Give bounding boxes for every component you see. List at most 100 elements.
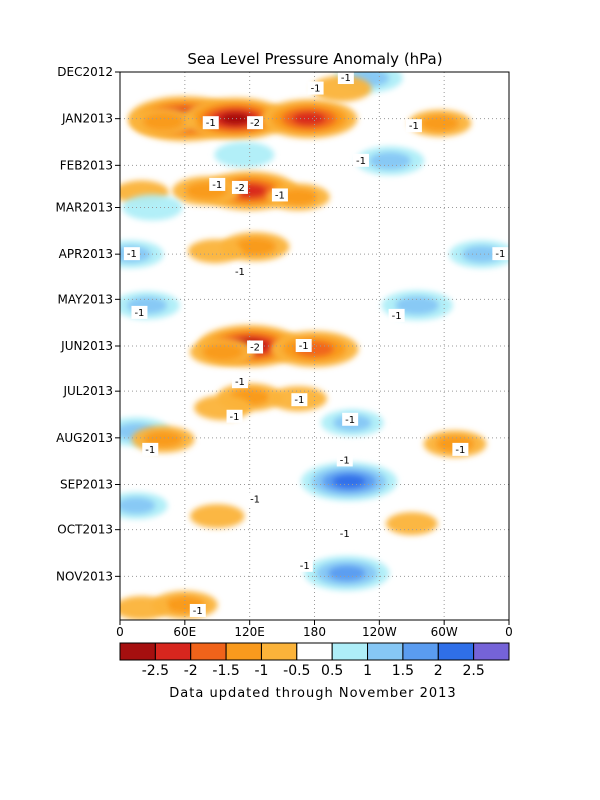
anomaly-region [190,504,245,529]
y-tick-label: JAN2013 [61,112,113,126]
svg-text:-1: -1 [294,395,304,406]
contour-label: -1 [202,116,219,130]
y-tick-label: JUN2013 [60,339,113,353]
y-tick-label: APR2013 [59,247,113,261]
contour-label: -1 [271,188,288,202]
anomaly-region [214,141,275,168]
y-tick-label: OCT2013 [57,523,113,537]
colorbar-tick-label: -1.5 [212,663,239,679]
x-tick-label: 180 [303,625,326,639]
contour-label: -1 [142,442,159,456]
colorbar-tick-label: -2.5 [142,663,169,679]
svg-text:-1: -1 [145,445,155,456]
svg-text:-1: -1 [230,412,240,423]
svg-text:-1: -1 [299,341,309,352]
svg-text:-2: -2 [250,118,260,129]
y-axis: DEC2012 JAN2013 FEB2013 MAR2013 APR2013 MAY20… [56,65,120,583]
anomaly-region [311,75,372,102]
colorbar-swatch [402,642,439,661]
anomaly-region [172,176,241,206]
colorbar-tick-label: -0.5 [283,663,310,679]
svg-text:-1: -1 [206,118,216,129]
x-tick-label: 60E [173,625,196,639]
colorbar-swatch [473,642,510,661]
svg-text:-1: -1 [235,267,245,278]
svg-text:-1: -1 [250,495,260,506]
colorbar-swatch [190,642,227,661]
x-tick-label: 0 [116,625,124,639]
anomaly-region [300,462,398,501]
colorbar-tick-label: -1 [254,663,268,679]
contour-label: -1 [209,177,226,191]
svg-text:-1: -1 [212,180,222,191]
contour-label: -2 [247,116,264,130]
svg-text:-1: -1 [300,561,310,572]
anomaly-region [260,99,358,139]
colorbar-swatch [331,642,369,661]
anomaly-regions [120,72,509,620]
anomaly-region [187,239,243,264]
colorbar-swatch [225,642,262,661]
x-tick-label: 0 [505,625,513,639]
contour-labels: -1 -1 -1 -2 -1 -1 -1 -2 -1 -1 -1 -1 -1 -1 -2 -1 -1 -1 -1 -1… [123,72,509,617]
contour-label: -1 [226,409,243,423]
colorbar-swatch [119,642,156,661]
svg-text:-1: -1 [356,156,366,167]
svg-text:-1: -1 [345,415,355,426]
x-axis: 0 60E 120E 180 120W 60W 0 [116,620,513,639]
svg-text:-1: -1 [235,377,245,388]
colorbar-swatch [367,642,404,661]
anomaly-region [120,596,169,620]
colorbar-swatch [296,642,333,661]
contour-label: -2 [231,180,248,194]
svg-text:-1: -1 [193,606,203,617]
contour-label: -1 [247,492,264,506]
contour-label: -1 [336,453,353,467]
anomaly-region [120,492,168,520]
gridlines [120,72,509,620]
contour-label: -2 [247,340,264,354]
x-tick-label: 60W [431,625,458,639]
colorbar-tick-label: 0.5 [321,663,343,679]
contour-label: -1 [337,72,354,85]
colorbar-tick-label: 1 [363,663,372,679]
svg-text:-1: -1 [409,121,419,132]
anomaly-region [189,338,256,366]
colorbar-tick-label: 2 [434,663,443,679]
contour-label: -1 [388,308,405,322]
anomaly-region [183,97,288,140]
anomaly-region [386,512,438,536]
y-tick-label: AUG2013 [56,431,113,445]
colorbar-swatch [260,642,298,661]
contour-label: -1 [131,305,148,319]
contour-label: -1 [189,603,206,617]
contour-label: -1 [123,247,140,261]
y-tick-label: JUL2013 [62,384,113,398]
chart-title: Sea Level Pressure Anomaly (hPa) [187,50,442,68]
colorbar-tick-label: -2 [184,663,198,679]
y-tick-label: DEC2012 [57,65,113,79]
contour-label: -1 [307,81,324,95]
colorbar-tick-label: 2.5 [463,663,485,679]
footer-note: Data updated through November 2013 [169,686,456,701]
svg-text:-1: -1 [134,308,144,319]
contour-label: -1 [342,412,359,426]
y-tick-label: MAR2013 [56,200,113,214]
contour-label: -1 [291,393,308,407]
anomaly-region [130,107,196,136]
contour-label: -1 [452,442,469,456]
contour-label: -1 [231,265,248,279]
y-tick-label: SEP2013 [60,478,113,492]
svg-text:-1: -1 [341,73,351,84]
colorbar-tick-label: 1.5 [392,663,414,679]
contour-label: -1 [296,558,313,572]
contour-label: -1 [231,375,248,389]
y-tick-label: NOV2013 [56,569,113,583]
contour-label: -1 [405,119,422,133]
x-tick-label: 120E [234,625,265,639]
anomaly-region [194,395,252,421]
contour-label: -1 [492,247,509,261]
svg-text:-1: -1 [495,249,505,260]
anomaly-region [408,109,472,137]
contour-label: -1 [336,527,353,541]
